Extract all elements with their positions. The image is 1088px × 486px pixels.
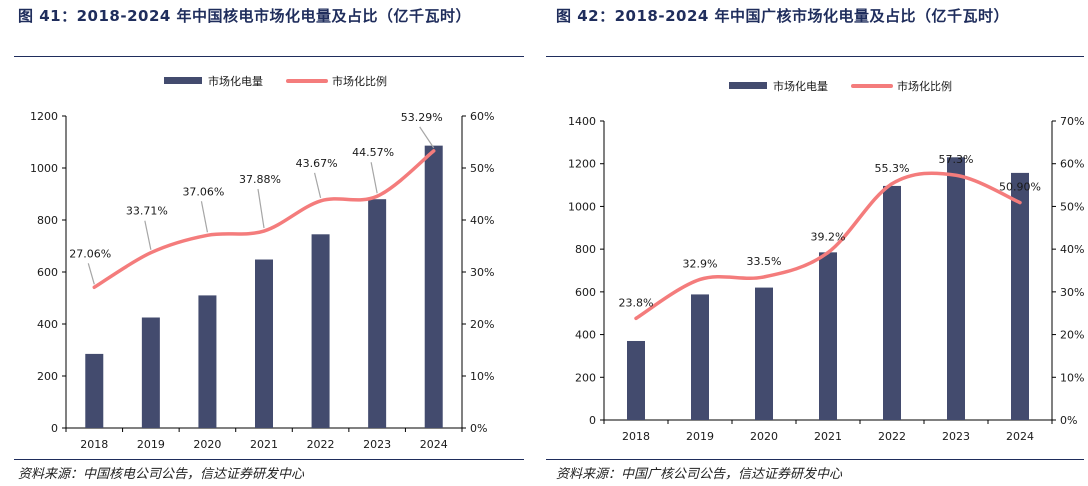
x-tick-label: 2022 xyxy=(307,438,335,451)
right-tick-label: 30% xyxy=(1060,286,1084,299)
ratio-data-label: 53.29% xyxy=(401,111,443,124)
bar-2018 xyxy=(627,340,645,420)
ratio-data-label: 50.90% xyxy=(999,181,1041,194)
chart-41: 0 200 400 600 800 1000 1200 0% 10% 20% 30% 40% 50% 60… xyxy=(30,74,494,451)
left-tick-label: 600 xyxy=(37,266,58,279)
callout-leader xyxy=(87,263,95,285)
right-tick-label: 20% xyxy=(1060,329,1084,342)
left-tick-label: 0 xyxy=(589,414,596,427)
callout-leader xyxy=(200,201,209,233)
x-tick-label: 2023 xyxy=(363,438,391,451)
bar-2021 xyxy=(819,252,837,420)
left-tick-label: 400 xyxy=(37,318,58,331)
ratio-data-label: 57.3% xyxy=(939,153,974,166)
x-tick-label: 2021 xyxy=(814,430,842,443)
x-tick-label: 2019 xyxy=(137,438,165,451)
callout-leader xyxy=(419,126,435,149)
ratio-data-label: 55.3% xyxy=(875,162,910,175)
left-tick-label: 600 xyxy=(575,286,596,299)
right-tick-label: 20% xyxy=(470,318,494,331)
x-tick-label: 2023 xyxy=(942,430,970,443)
x-tick-label: 2018 xyxy=(622,430,650,443)
ratio-data-label: 23.8% xyxy=(619,296,654,309)
callout-leader xyxy=(144,220,152,250)
chart-42: 0 200 400 600 800 1000 1200 1400 0% 10% 20% 30% 40% 5… xyxy=(568,79,1084,443)
left-tick-label: 400 xyxy=(575,329,596,342)
left-tick-label: 1200 xyxy=(30,110,58,123)
legend-bar-swatch xyxy=(164,77,202,84)
legend-bar-label: 市场化电量 xyxy=(773,79,828,93)
bar-2019 xyxy=(141,317,160,428)
legend-bar-swatch xyxy=(729,82,767,89)
x-tick-label: 2024 xyxy=(420,438,448,451)
ratio-data-label: 32.9% xyxy=(683,257,718,270)
figure-41-source: 资料来源：中国核电公司公告，信达证券研发中心 xyxy=(18,467,305,482)
right-tick-label: 50% xyxy=(470,162,494,175)
left-tick-label: 1200 xyxy=(568,158,596,171)
legend-bar-label: 市场化电量 xyxy=(208,74,263,88)
right-tick-label: 10% xyxy=(1060,371,1084,384)
bar-2022 xyxy=(311,234,330,428)
bar-2020 xyxy=(198,295,217,428)
figure-41-bottom-rule xyxy=(14,459,524,460)
bar-2020 xyxy=(755,287,773,420)
ratio-data-label: 37.88% xyxy=(239,173,281,186)
right-tick-label: 40% xyxy=(470,214,494,227)
ratio-data-label: 33.71% xyxy=(126,205,168,218)
bar-2023 xyxy=(368,199,387,428)
x-tick-label: 2020 xyxy=(750,430,778,443)
left-tick-label: 1400 xyxy=(568,115,596,128)
right-tick-label: 30% xyxy=(470,266,494,279)
figure-41-top-rule xyxy=(14,56,524,57)
ratio-data-label: 43.67% xyxy=(296,157,338,170)
ratio-data-label: 33.5% xyxy=(747,255,782,268)
x-tick-label: 2020 xyxy=(193,438,221,451)
figure-42-top-rule xyxy=(546,56,1084,57)
ratio-line xyxy=(92,149,436,290)
legend-line-label: 市场化比例 xyxy=(332,74,387,88)
bar-2024 xyxy=(424,145,443,428)
right-tick-label: 70% xyxy=(1060,115,1084,128)
x-tick-label: 2021 xyxy=(250,438,278,451)
right-tick-label: 60% xyxy=(470,110,494,123)
figure-42-bottom-rule xyxy=(546,459,1084,460)
right-tick-label: 0% xyxy=(470,422,487,435)
left-tick-label: 1000 xyxy=(30,162,58,175)
left-tick-label: 0 xyxy=(51,422,58,435)
bar-2021 xyxy=(255,259,273,428)
bar-2018 xyxy=(85,353,104,428)
callout-leader xyxy=(313,172,322,199)
legend-line-label: 市场化比例 xyxy=(897,79,952,93)
ratio-data-label: 27.06% xyxy=(69,247,111,260)
ratio-data-label: 37.06% xyxy=(182,185,224,198)
x-tick-label: 2019 xyxy=(686,430,714,443)
left-tick-label: 800 xyxy=(37,214,58,227)
bar-2024 xyxy=(1011,172,1029,420)
callout-leader xyxy=(370,162,378,194)
figure-42-source: 资料来源：中国广核公司公告，信达证券研发中心 xyxy=(556,467,843,482)
right-tick-label: 60% xyxy=(1060,158,1084,171)
left-tick-label: 200 xyxy=(37,370,58,383)
bar-2019 xyxy=(691,294,709,420)
right-tick-label: 40% xyxy=(1060,243,1084,256)
right-tick-label: 10% xyxy=(470,370,494,383)
ratio-line xyxy=(634,171,1022,321)
legend: 市场化电量 市场化比例 xyxy=(164,74,387,88)
left-tick-label: 200 xyxy=(575,371,596,384)
figure-41-title: 图 41：2018-2024 年中国核电市场化电量及占比（亿千瓦时） xyxy=(18,7,472,25)
ratio-data-label: 44.57% xyxy=(352,146,394,159)
ratio-data-label: 39.2% xyxy=(811,231,846,244)
left-tick-label: 1000 xyxy=(568,200,596,213)
left-tick-label: 800 xyxy=(575,243,596,256)
x-tick-label: 2022 xyxy=(878,430,906,443)
bar-2023 xyxy=(947,157,965,421)
right-tick-label: 0% xyxy=(1060,414,1077,427)
legend: 市场化电量 市场化比例 xyxy=(729,79,952,93)
bar-2022 xyxy=(883,185,901,420)
x-tick-label: 2018 xyxy=(80,438,108,451)
right-tick-label: 50% xyxy=(1060,200,1084,213)
x-tick-label: 2024 xyxy=(1006,430,1034,443)
callout-leader xyxy=(257,188,265,229)
figure-42-title: 图 42：2018-2024 年中国广核市场化电量及占比（亿千瓦时） xyxy=(556,7,1010,25)
